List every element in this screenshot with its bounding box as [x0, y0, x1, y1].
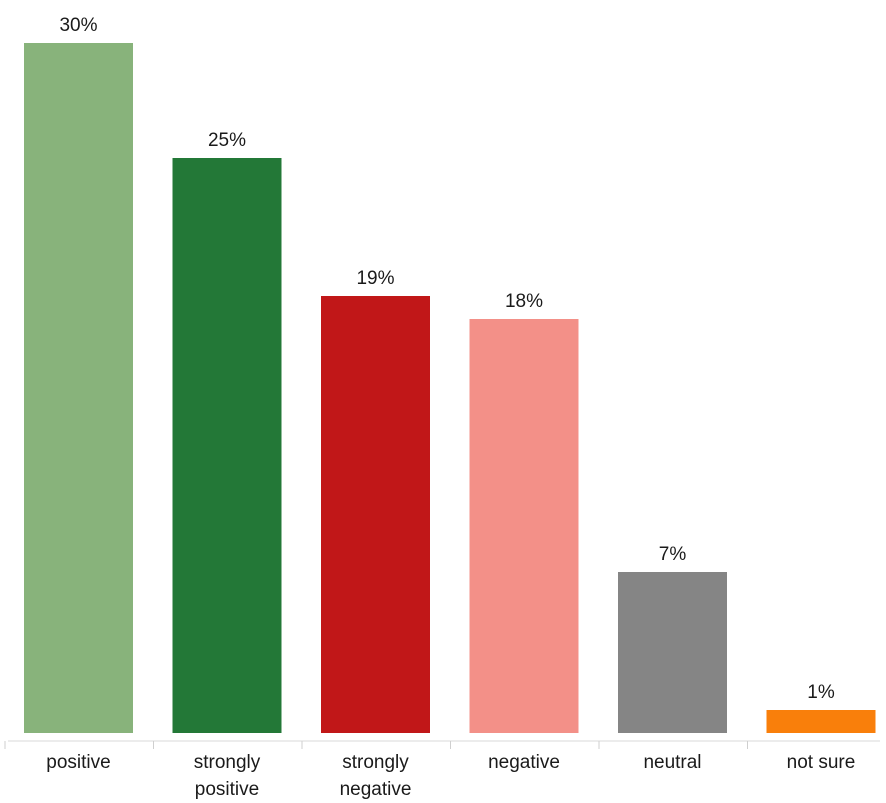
category-label-negative: negative	[488, 752, 560, 773]
value-label-not-sure: 1%	[807, 682, 835, 703]
bar-strongly-negative	[321, 296, 430, 733]
category-label-not-sure: not sure	[787, 752, 856, 773]
category-label-strongly-negative: strongly negative	[340, 752, 412, 800]
bar-not-sure	[766, 710, 876, 733]
value-label-neutral: 7%	[659, 544, 687, 565]
value-label-negative: 18%	[505, 291, 543, 312]
bar-negative	[469, 319, 579, 733]
value-label-strongly-negative: 19%	[356, 268, 394, 289]
category-labels-group: positive strongly positive strongly negative…	[46, 752, 855, 800]
x-axis-ticks-group	[4, 741, 748, 749]
value-label-positive: 30%	[59, 15, 97, 36]
category-label-strongly-positive: strongly positive	[194, 752, 261, 800]
value-label-strongly-positive: 25%	[208, 130, 246, 151]
value-labels-group: 30% 25% 19% 18% 7% 1%	[59, 15, 834, 703]
bars-group	[24, 43, 876, 733]
bar-strongly-positive	[172, 158, 282, 733]
category-label-neutral: neutral	[643, 752, 701, 773]
category-label-positive: positive	[46, 752, 110, 773]
bar-positive	[24, 43, 133, 733]
bar-neutral	[618, 572, 727, 733]
